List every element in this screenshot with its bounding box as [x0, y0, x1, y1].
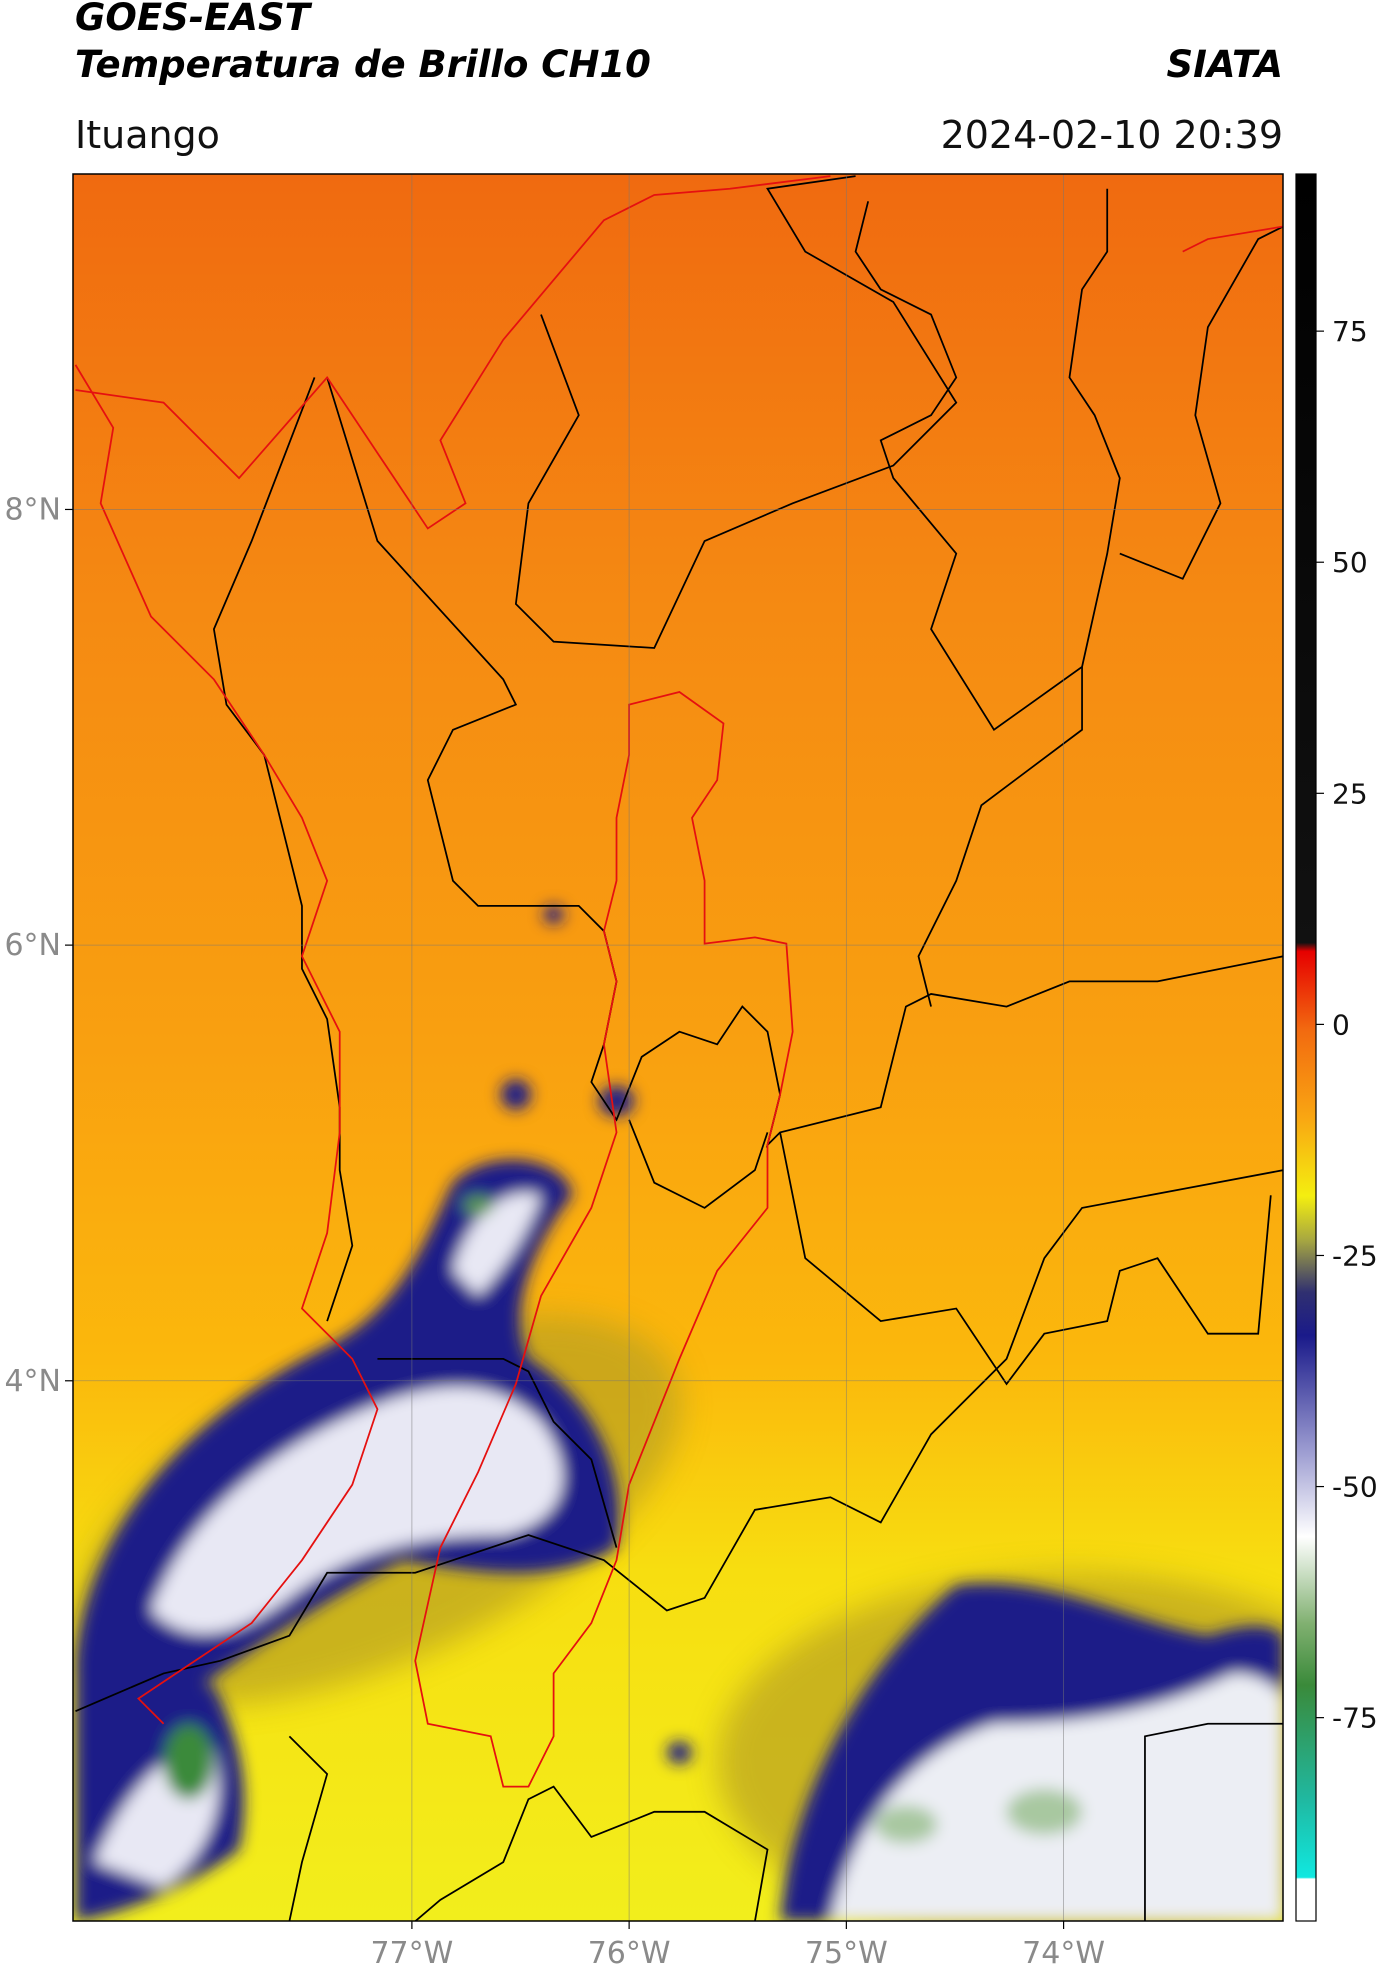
colorbar-tick-label: 0 [1332, 1008, 1350, 1041]
lon-tick-label: 76°W [588, 1936, 671, 1971]
map-field [73, 174, 1283, 1921]
colorbar-tick-label: 75 [1332, 315, 1368, 348]
title: GOES-EAST [75, 0, 313, 39]
lat-tick-label: 8°N [4, 492, 61, 527]
lon-tick-label: 77°W [370, 1936, 453, 1971]
lon-tick-label: 74°W [1022, 1936, 1105, 1971]
graticule: 77°W 76°W 75°W 74°W 8°N 6°N 4°N [4, 174, 1283, 1971]
lat-tick-label: 4°N [4, 1364, 61, 1399]
colorbar-ticks: 75 50 25 0 -25 -50 -75 [1316, 315, 1378, 1735]
datetime: 2024-02-10 20:39 [941, 113, 1283, 157]
colorbar-tick-label: -25 [1332, 1239, 1378, 1272]
colorbar [1295, 173, 1317, 1922]
colorbar-tick-label: 25 [1332, 777, 1368, 810]
colorbar-tick-label: -75 [1332, 1702, 1378, 1735]
region-outline [74, 175, 1283, 1788]
lat-tick-label: 6°N [4, 928, 61, 963]
colorbar-tick-label: -50 [1332, 1471, 1378, 1504]
subtitle: Temperatura de Brillo CH10 [75, 43, 651, 86]
credit: SIATA [1166, 43, 1283, 86]
admin-boundaries [75, 175, 1283, 1921]
map-frame [72, 173, 1284, 1922]
cloud-field [74, 175, 1283, 1921]
lon-tick-label: 75°W [805, 1936, 888, 1971]
location: Ituango [75, 113, 220, 157]
colorbar-tick-label: 50 [1332, 546, 1368, 579]
